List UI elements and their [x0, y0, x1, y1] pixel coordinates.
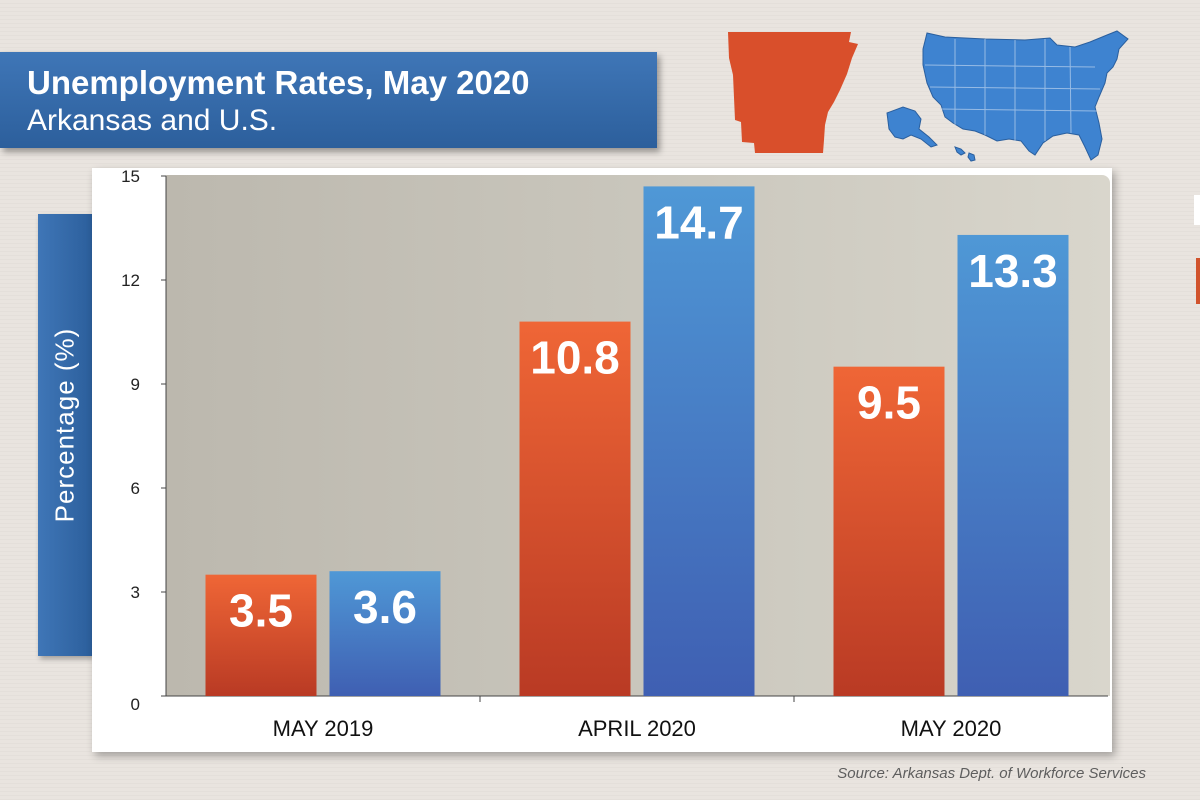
x-category-label: MAY 2019	[273, 716, 374, 741]
x-category-label: APRIL 2020	[578, 716, 696, 741]
chart-title-banner: Unemployment Rates, May 2020 Arkansas an…	[0, 52, 657, 148]
bar	[329, 571, 441, 696]
bar	[957, 234, 1069, 696]
bar	[833, 366, 945, 696]
bar-value-label: 3.6	[353, 581, 417, 633]
chart-subtitle: Arkansas and U.S.	[27, 104, 278, 137]
bar-value-label: 14.7	[654, 196, 744, 248]
y-tick-label: 12	[121, 271, 140, 290]
bar-value-label: 9.5	[857, 377, 921, 429]
source-note: Source: Arkansas Dept. of Workforce Serv…	[837, 765, 1146, 782]
right-edge-white-tab	[1194, 195, 1200, 225]
y-tick-label: 6	[131, 479, 140, 498]
arkansas-state-map-icon	[728, 32, 858, 153]
bar-value-label: 3.5	[229, 585, 293, 637]
right-edge-orange-tab	[1196, 258, 1200, 304]
bar	[205, 574, 317, 696]
chart-title: Unemployment Rates, May 2020	[27, 64, 530, 101]
y-tick-label: 0	[131, 695, 140, 714]
x-category-label: MAY 2020	[901, 716, 1002, 741]
bar	[519, 321, 631, 696]
us-map-icon	[886, 30, 1129, 162]
bar-value-label: 10.8	[530, 332, 620, 384]
bar	[643, 186, 755, 696]
y-tick-label: 15	[121, 167, 140, 186]
bar-value-label: 13.3	[968, 245, 1058, 297]
y-axis-label-banner	[38, 214, 92, 656]
y-tick-label: 3	[131, 583, 140, 602]
y-tick-label: 9	[131, 375, 140, 394]
plot-area	[166, 175, 1110, 696]
